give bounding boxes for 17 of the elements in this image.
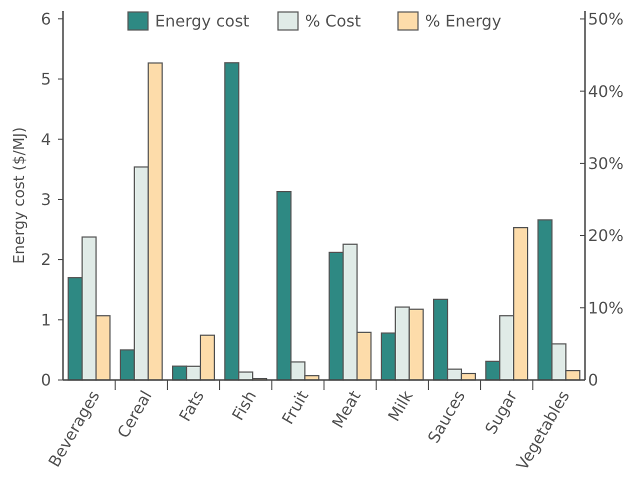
y-tick-label: 5 xyxy=(40,70,51,89)
y2-tick-label: 10% xyxy=(588,298,624,318)
y-tick-label: 6 xyxy=(40,9,51,28)
y2-tick-label: 50% xyxy=(588,10,624,29)
y-tick-label: 4 xyxy=(40,130,51,149)
y-tick-label: 0 xyxy=(40,370,51,390)
y-tick-label: 2 xyxy=(40,250,51,270)
legend-label: Energy cost xyxy=(155,12,250,31)
y2-tick-label: 20% xyxy=(588,226,624,246)
legend-label: % Cost xyxy=(305,12,361,31)
y2-tick-label: 0 xyxy=(588,370,598,390)
y2-tick-label: 40% xyxy=(588,82,624,101)
legend-label: % Energy xyxy=(425,12,502,31)
y-tick-label: 3 xyxy=(40,190,51,210)
y-tick-label: 1 xyxy=(40,310,51,330)
y2-tick-label: 30% xyxy=(588,154,624,173)
y-axis-title: Energy cost ($/MJ) xyxy=(10,127,28,264)
